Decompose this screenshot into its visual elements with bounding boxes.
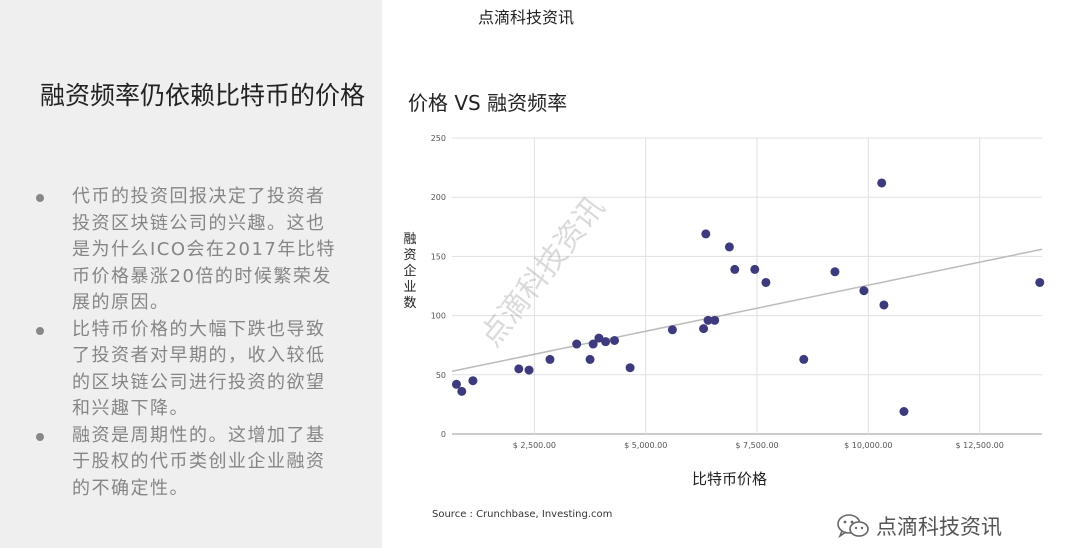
- y-tick-label: 50: [436, 371, 446, 380]
- data-point: [625, 363, 635, 373]
- data-point: [610, 335, 620, 345]
- x-tick-label: $ 5,000.00: [624, 441, 667, 450]
- data-point: [730, 264, 740, 274]
- x-tick-labels: $ 2,500.00 $ 5,000.00 $ 7,500.00 $ 10,000.0…: [513, 441, 1004, 450]
- data-point: [572, 339, 582, 349]
- bullet-dot-icon: [36, 194, 44, 202]
- data-point: [699, 324, 709, 334]
- x-tick-label: $ 12,500.00: [955, 441, 1003, 450]
- slide-title: 融资频率仍依赖比特币的价格: [40, 81, 366, 110]
- bullet-item: 比特币价格的大幅下跌也导致了投资者对早期的，收入较低的区块链公司进行投资的欲望和…: [36, 317, 336, 423]
- bullet-list: 代币的投资回报决定了投资者投资区块链公司的兴趣。这也是为什么ICO会在2017年…: [36, 184, 336, 502]
- data-point: [710, 315, 720, 325]
- bullet-text: 代币的投资回报决定了投资者投资区块链公司的兴趣。这也是为什么ICO会在2017年…: [72, 186, 336, 313]
- y-tick-labels: 0 50 100 150 200 250: [431, 134, 446, 439]
- data-point: [879, 300, 889, 310]
- data-point: [451, 379, 461, 389]
- data-point: [514, 364, 524, 374]
- data-point: [859, 286, 869, 296]
- bullet-dot-icon: [36, 326, 44, 335]
- data-points: [451, 178, 1045, 417]
- x-tick-label: $ 7,500.00: [735, 441, 778, 450]
- bullet-text: 比特币价格的大幅下跌也导致了投资者对早期的，收入较低的区块链公司进行投资的欲望和…: [72, 318, 326, 420]
- x-tick-label: $ 2,500.00: [513, 441, 556, 450]
- data-point: [724, 242, 734, 252]
- bullet-item: 代币的投资回报决定了投资者投资区块链公司的兴趣。这也是为什么ICO会在2017年…: [36, 184, 336, 317]
- y-gridlines: [452, 137, 1042, 435]
- y-axis-label: 融资企业数: [403, 232, 417, 311]
- y-tick-label: 0: [441, 430, 446, 439]
- data-point: [1035, 277, 1045, 287]
- data-point: [799, 354, 809, 364]
- source-note: Source : Crunchbase, Investing.com: [432, 509, 613, 520]
- bullet-text: 融资是周期性的。这增加了基于股权的代币类创业企业融资的不确定性。: [72, 424, 326, 499]
- data-point: [701, 229, 711, 239]
- data-point: [877, 178, 887, 188]
- x-gridlines: [533, 138, 981, 434]
- data-point: [667, 325, 677, 335]
- data-point: [601, 337, 611, 347]
- bullet-dot-icon: [36, 432, 44, 441]
- left-panel: [0, 0, 382, 548]
- data-point: [830, 267, 840, 277]
- data-point: [524, 365, 534, 375]
- data-point: [585, 354, 595, 364]
- y-tick-label: 200: [431, 193, 446, 202]
- data-point: [899, 407, 909, 417]
- data-point: [588, 339, 598, 349]
- data-point: [545, 354, 555, 364]
- data-point: [468, 376, 478, 386]
- bullet-item: 融资是周期性的。这增加了基于股权的代币类创业企业融资的不确定性。: [36, 423, 336, 503]
- brand-watermark: 点滴科技资讯: [836, 511, 1002, 541]
- x-axis-label: 比特币价格: [692, 470, 768, 488]
- watermark-text: 点滴科技资讯: [876, 515, 1002, 539]
- wechat-icon: [836, 513, 870, 539]
- y-tick-label: 150: [431, 252, 446, 261]
- page-header: 点滴科技资讯: [478, 8, 575, 27]
- data-point: [594, 333, 604, 343]
- data-point: [703, 315, 713, 325]
- x-tick-label: $ 10,000.00: [844, 441, 892, 450]
- trendline: [451, 248, 1043, 372]
- data-point: [761, 277, 771, 287]
- data-point: [457, 386, 467, 396]
- y-tick-label: 250: [431, 134, 446, 143]
- data-point: [750, 264, 760, 274]
- chart-title: 价格 VS 融资频率: [408, 91, 568, 115]
- y-tick-label: 100: [431, 312, 446, 321]
